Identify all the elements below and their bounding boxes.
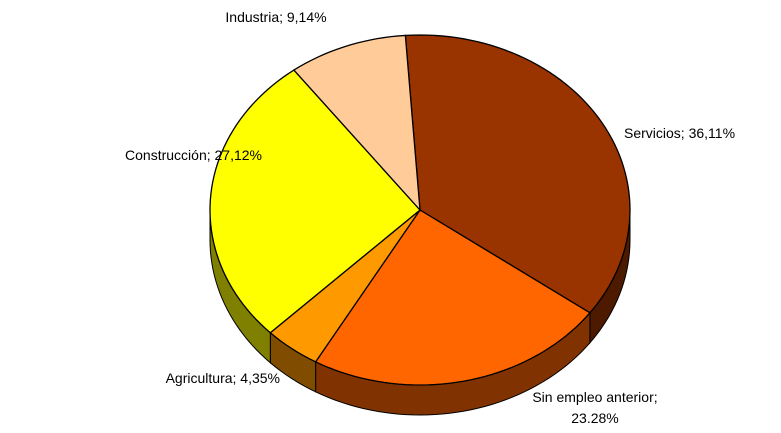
slice	[314, 209, 591, 386]
data-label-line: 23.28%	[571, 410, 618, 426]
slice	[292, 34, 421, 212]
data-label-line: Servicios; 36,11%	[624, 125, 735, 141]
data-label: Servicios; 36,11%	[624, 125, 735, 141]
data-label: Industria; 9,14%	[225, 9, 326, 25]
data-label: Construcción; 27,12%	[125, 147, 262, 163]
data-label: Sin empleo anterior; 23.28%	[532, 389, 657, 426]
data-label-line: Construcción; 27,12%	[125, 147, 262, 163]
data-label-line: Agricultura; 4,35%	[166, 370, 280, 386]
slice	[404, 34, 631, 314]
slice	[209, 69, 421, 334]
data-label-line: Sin empleo anterior;	[532, 389, 657, 405]
data-label: Agricultura; 4,35%	[166, 370, 280, 386]
data-label-line: Industria; 9,14%	[225, 9, 326, 25]
slice	[269, 209, 421, 363]
